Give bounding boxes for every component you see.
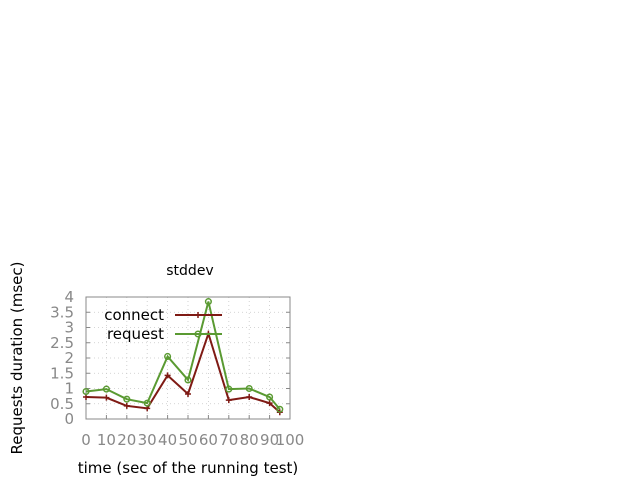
x-tick-label: 30	[138, 431, 157, 449]
y-tick-label: 2.5	[50, 334, 74, 352]
x-tick-label: 60	[199, 431, 218, 449]
x-tick-label: 50	[178, 431, 197, 449]
data-point-request	[276, 405, 284, 413]
data-point-connect	[246, 394, 253, 401]
data-point-request	[266, 393, 274, 401]
x-tick-label: 80	[240, 431, 259, 449]
data-point-request	[143, 399, 151, 407]
data-point-request	[123, 395, 131, 403]
y-tick-label: 3	[64, 319, 74, 337]
x-tick-label: 70	[219, 431, 238, 449]
data-point-request	[102, 385, 110, 393]
data-point-connect	[123, 402, 130, 409]
y-tick-labels: 00.511.522.533.54	[50, 288, 74, 428]
plot-frame	[85, 296, 291, 420]
y-tick-label: 1	[64, 380, 74, 398]
series-layer	[82, 298, 284, 416]
chart-title: stddev	[166, 263, 213, 279]
data-point-request	[245, 384, 253, 393]
data-point-connect	[266, 400, 273, 407]
legend-label-request: request	[107, 325, 164, 343]
legend-label-connect: connect	[104, 306, 164, 324]
data-point-connect	[103, 394, 110, 401]
x-tick-label: 90	[260, 431, 279, 449]
x-tick-label: 10	[97, 431, 116, 449]
data-point-request	[184, 376, 192, 384]
y-tick-label: 0	[64, 410, 74, 428]
x-axis-label: time (sec of the running test)	[78, 459, 299, 477]
legend-marker-request	[194, 330, 202, 338]
x-tick-label: 40	[158, 431, 177, 449]
legend-marker-connect	[195, 312, 201, 318]
series-request	[82, 298, 284, 413]
y-axis-label: Requests duration (msec)	[8, 261, 26, 454]
data-point-connect	[164, 372, 171, 379]
data-point-request	[164, 352, 172, 361]
x-tick-label: 20	[117, 431, 136, 449]
data-point-request	[225, 385, 233, 393]
x-tick-label: 100	[276, 431, 305, 449]
y-tick-label: 1.5	[50, 364, 74, 382]
series-line-request	[85, 301, 281, 410]
data-point-request	[204, 298, 212, 306]
y-tick-label: 0.5	[50, 395, 74, 413]
x-tick-label: 0	[81, 431, 91, 449]
y-tick-label: 2	[64, 349, 74, 367]
y-tick-label: 3.5	[50, 303, 74, 321]
data-point-request	[82, 388, 90, 396]
data-point-connect	[185, 390, 191, 397]
data-point-connect	[225, 397, 232, 404]
y-tick-label: 4	[64, 288, 74, 306]
